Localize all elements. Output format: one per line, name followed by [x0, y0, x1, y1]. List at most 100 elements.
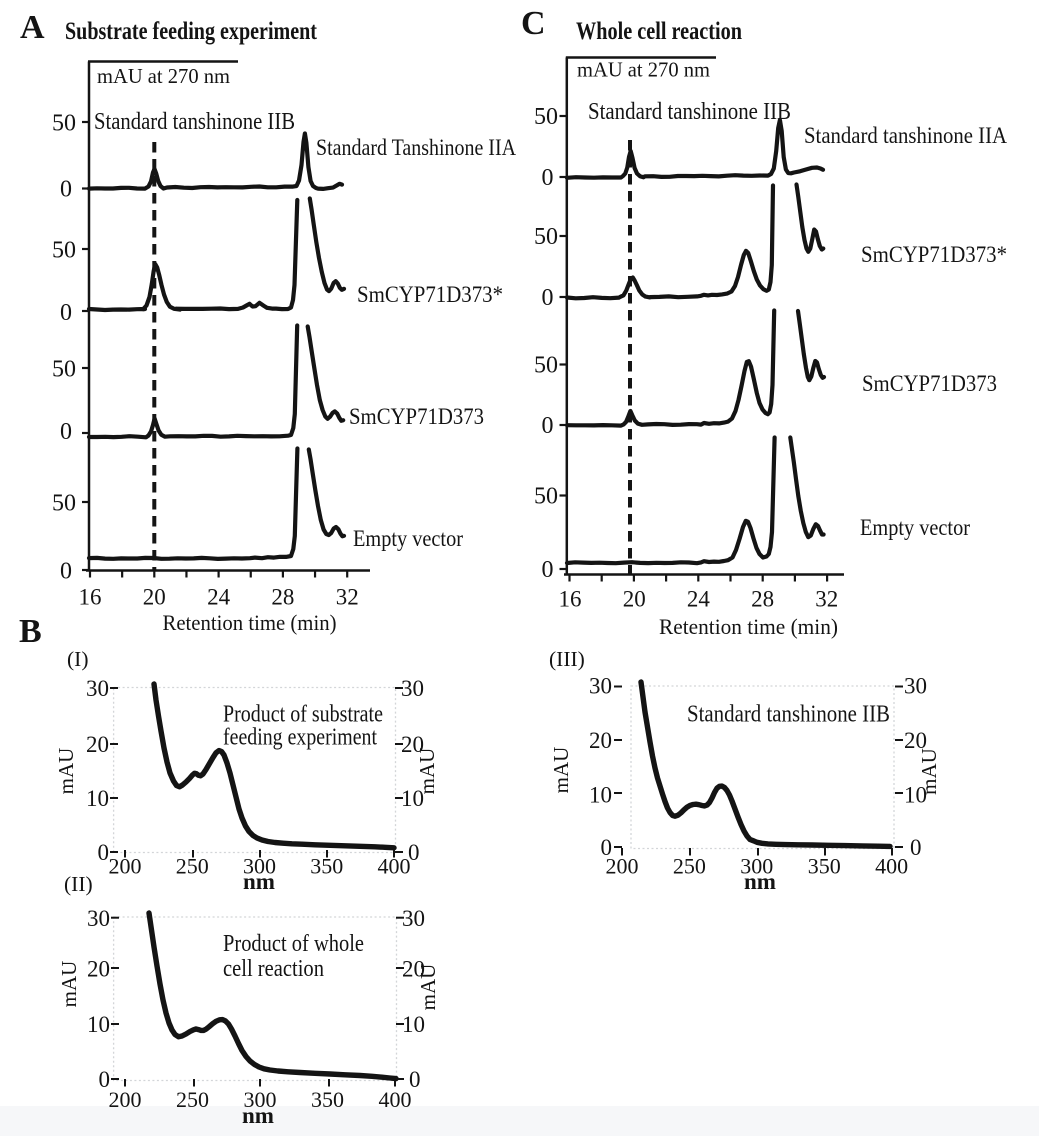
svg-text:mAU: mAU — [549, 747, 573, 794]
svg-text:16: 16 — [559, 587, 582, 612]
svg-text:Product of substrate: Product of substrate — [223, 702, 383, 728]
svg-text:(II): (II) — [64, 872, 93, 896]
svg-text:250: 250 — [673, 854, 706, 879]
svg-text:20: 20 — [402, 957, 425, 982]
svg-text:B: B — [19, 613, 42, 650]
svg-text:10: 10 — [401, 786, 424, 811]
svg-text:30: 30 — [87, 906, 110, 931]
svg-text:32: 32 — [815, 587, 838, 612]
svg-text:Standard tanshinone IIB: Standard tanshinone IIB — [687, 702, 890, 728]
svg-text:30: 30 — [401, 676, 424, 701]
svg-text:16: 16 — [79, 585, 102, 610]
svg-text:SmCYP71D373: SmCYP71D373 — [349, 404, 484, 429]
svg-text:Retention time (min): Retention time (min) — [659, 614, 838, 639]
svg-text:350: 350 — [310, 854, 343, 879]
svg-text:200: 200 — [109, 1087, 142, 1112]
svg-text:0: 0 — [542, 285, 554, 311]
svg-text:400: 400 — [379, 1087, 412, 1112]
svg-text:Retention time (min): Retention time (min) — [163, 610, 337, 635]
svg-text:0: 0 — [542, 557, 554, 583]
svg-text:28: 28 — [271, 585, 294, 610]
svg-text:300: 300 — [244, 1087, 277, 1112]
svg-text:mAU at 270 nm: mAU at 270 nm — [97, 64, 230, 88]
svg-text:A: A — [20, 9, 45, 46]
svg-text:C: C — [521, 5, 546, 42]
svg-text:24: 24 — [207, 585, 231, 610]
svg-text:200: 200 — [606, 854, 639, 879]
svg-text:Empty vector: Empty vector — [353, 526, 463, 551]
svg-text:Standard tanshinone IIA: Standard tanshinone IIA — [804, 123, 1007, 149]
svg-text:nm: nm — [242, 1103, 274, 1128]
svg-text:20: 20 — [401, 732, 424, 757]
svg-text:50: 50 — [534, 353, 558, 379]
svg-text:(III): (III) — [549, 647, 585, 671]
svg-text:Standard tanshinone IIB: Standard tanshinone IIB — [588, 98, 791, 125]
svg-text:Product of whole: Product of whole — [223, 931, 364, 957]
svg-text:0: 0 — [60, 559, 72, 585]
svg-text:32: 32 — [336, 585, 359, 610]
svg-text:10: 10 — [904, 783, 927, 808]
svg-text:mAU: mAU — [415, 748, 439, 795]
svg-text:20: 20 — [87, 957, 110, 982]
svg-text:0: 0 — [60, 419, 72, 445]
svg-text:0: 0 — [408, 840, 420, 865]
svg-text:50: 50 — [52, 491, 76, 517]
svg-text:0: 0 — [542, 165, 554, 191]
svg-text:10: 10 — [86, 786, 109, 811]
svg-text:Empty vector: Empty vector — [860, 515, 970, 540]
svg-text:24: 24 — [687, 587, 711, 612]
svg-text:SmCYP71D373*: SmCYP71D373* — [861, 242, 1007, 267]
svg-text:feeding experiment: feeding experiment — [223, 725, 377, 751]
svg-text:mAU: mAU — [57, 961, 81, 1008]
svg-text:10: 10 — [87, 1012, 110, 1037]
svg-text:50: 50 — [52, 357, 76, 383]
svg-text:30: 30 — [402, 906, 425, 931]
svg-text:50: 50 — [534, 484, 558, 510]
svg-text:20: 20 — [143, 585, 166, 610]
svg-text:0: 0 — [910, 835, 922, 860]
svg-text:400: 400 — [875, 854, 908, 879]
svg-text:mAU: mAU — [416, 964, 440, 1011]
svg-text:mAU at 270 nm: mAU at 270 nm — [577, 58, 710, 82]
svg-text:300: 300 — [243, 854, 276, 879]
svg-text:50: 50 — [534, 224, 558, 250]
svg-text:Standard tanshinone IIB: Standard tanshinone IIB — [94, 108, 295, 135]
svg-text:0: 0 — [99, 1067, 111, 1092]
svg-text:0: 0 — [60, 177, 72, 203]
svg-text:30: 30 — [589, 674, 612, 699]
svg-text:50: 50 — [52, 111, 76, 137]
svg-text:20: 20 — [904, 728, 927, 753]
svg-text:30: 30 — [904, 674, 927, 699]
svg-text:20: 20 — [589, 728, 612, 753]
svg-text:20: 20 — [86, 732, 109, 757]
svg-text:10: 10 — [402, 1012, 425, 1037]
svg-text:SmCYP71D373: SmCYP71D373 — [862, 371, 997, 396]
svg-text:nm: nm — [744, 869, 776, 894]
svg-text:mAU: mAU — [54, 748, 78, 795]
svg-text:Substrate feeding experiment: Substrate feeding experiment — [65, 16, 317, 45]
svg-text:28: 28 — [751, 587, 774, 612]
svg-text:mAU: mAU — [917, 748, 941, 795]
svg-text:0: 0 — [409, 1067, 421, 1092]
svg-text:0: 0 — [98, 840, 110, 865]
svg-text:350: 350 — [311, 1087, 344, 1112]
svg-text:0: 0 — [60, 300, 72, 326]
svg-text:20: 20 — [623, 587, 646, 612]
svg-text:(I): (I) — [67, 647, 88, 671]
svg-text:0: 0 — [601, 835, 613, 860]
svg-text:cell reaction: cell reaction — [223, 956, 324, 982]
svg-text:50: 50 — [52, 238, 76, 264]
svg-text:SmCYP71D373*: SmCYP71D373* — [357, 282, 503, 307]
svg-text:50: 50 — [534, 104, 558, 130]
svg-text:Standard Tanshinone IIA: Standard Tanshinone IIA — [316, 135, 516, 161]
svg-text:350: 350 — [808, 854, 841, 879]
svg-text:200: 200 — [109, 854, 142, 879]
svg-text:300: 300 — [740, 854, 773, 879]
svg-text:30: 30 — [86, 676, 109, 701]
svg-text:250: 250 — [176, 1087, 209, 1112]
svg-text:Whole cell reaction: Whole cell reaction — [576, 16, 742, 45]
svg-text:nm: nm — [243, 869, 275, 894]
svg-text:0: 0 — [542, 413, 554, 439]
svg-text:400: 400 — [378, 854, 411, 879]
svg-text:10: 10 — [589, 783, 612, 808]
